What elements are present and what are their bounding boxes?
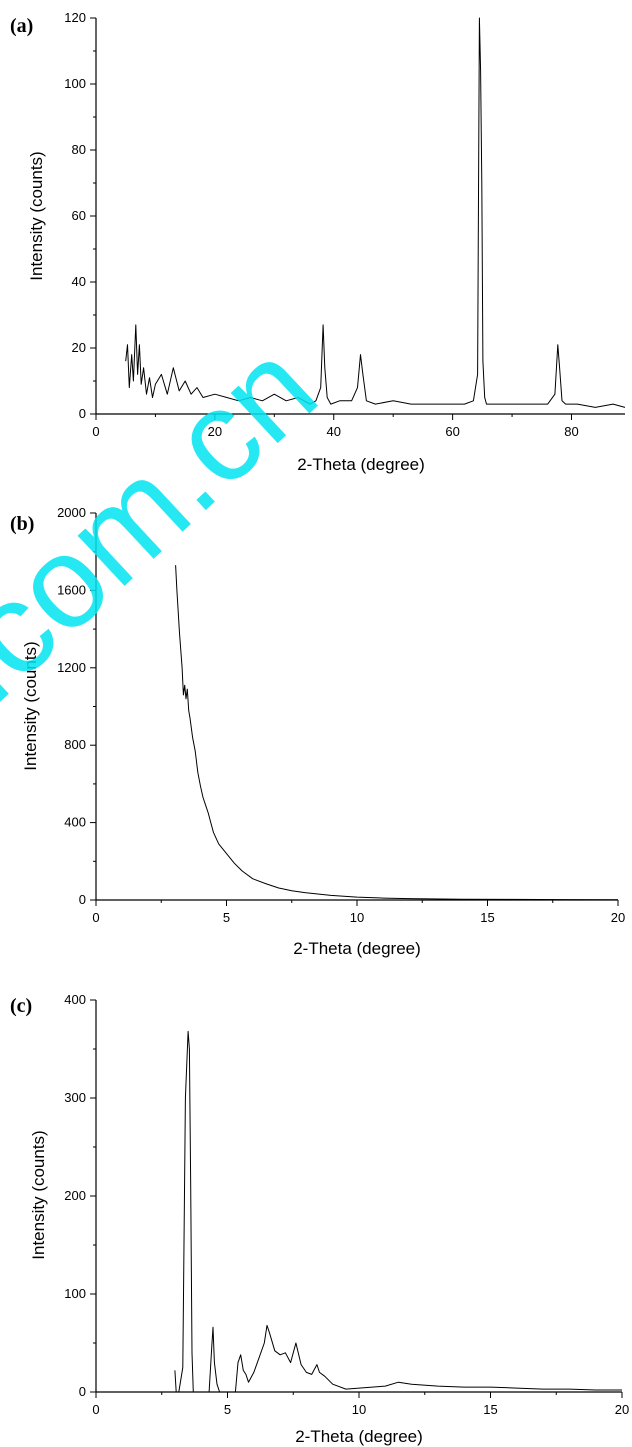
x-tick-label: 60	[445, 424, 459, 439]
x-tick-label: 10	[350, 910, 364, 925]
x-tick-label: 0	[92, 910, 99, 925]
panel-c-series	[174, 1030, 622, 1393]
panel-a: (a) 0 20 40 60 80 0 20 40 60 80 100 120 2-Theta (de…	[10, 10, 626, 474]
panel-b-x-axis-title: 2-Theta (degree)	[293, 939, 421, 958]
x-tick-label: 0	[92, 1402, 99, 1417]
panel-a-x-axis-title: 2-Theta (degree)	[297, 455, 425, 474]
panel-a-ticks: 0 20 40 60 80 0 20 40 60 80 100 120	[64, 10, 578, 439]
x-tick-label: 5	[224, 1402, 231, 1417]
y-tick-label: 800	[64, 737, 86, 752]
watermark: j.com.cn	[0, 314, 343, 754]
panel-label-c: (c)	[10, 995, 32, 1017]
y-tick-label: 100	[64, 1286, 86, 1301]
y-tick-label: 200	[64, 1188, 86, 1203]
panel-b-y-axis-title: Intensity (counts)	[21, 641, 40, 770]
panel-b-series-line	[175, 565, 619, 901]
panel-a-y-axis-title: Intensity (counts)	[27, 151, 46, 280]
x-tick-label: 40	[327, 424, 341, 439]
x-tick-label: 5	[223, 910, 230, 925]
panel-b-ticks: 0 5 10 15 20 0 400 800 1200 1600 2000	[57, 505, 625, 925]
x-tick-label: 10	[352, 1402, 366, 1417]
x-tick-label: 20	[615, 1402, 629, 1417]
panel-b-series	[175, 565, 619, 901]
panel-b: (b) 0 5 10 15 20 0 400 800 1200 1600 2000 2-Theta …	[10, 505, 625, 958]
y-tick-label: 120	[64, 10, 86, 25]
x-tick-label: 20	[611, 910, 625, 925]
x-tick-label: 80	[564, 424, 578, 439]
y-tick-label: 400	[64, 992, 86, 1007]
y-tick-label: 0	[79, 1384, 86, 1399]
y-tick-label: 0	[79, 406, 86, 421]
panel-c-x-axis-title: 2-Theta (degree)	[295, 1427, 423, 1446]
panel-c-series-line	[174, 1030, 622, 1393]
y-tick-label: 300	[64, 1090, 86, 1105]
y-tick-label: 40	[72, 274, 86, 289]
panel-label-a: (a)	[10, 15, 33, 37]
panel-c-y-axis-title: Intensity (counts)	[29, 1130, 48, 1259]
panel-label-b: (b)	[10, 513, 34, 535]
x-tick-label: 15	[480, 910, 494, 925]
panel-a-series-line	[125, 17, 626, 408]
y-tick-label: 80	[72, 142, 86, 157]
panel-a-series	[125, 17, 626, 408]
y-tick-label: 400	[64, 815, 86, 830]
y-tick-label: 0	[79, 892, 86, 907]
y-tick-label: 1200	[57, 660, 86, 675]
x-tick-label: 20	[208, 424, 222, 439]
x-tick-label: 15	[483, 1402, 497, 1417]
y-tick-label: 20	[72, 340, 86, 355]
y-tick-label: 100	[64, 76, 86, 91]
x-tick-label: 0	[92, 424, 99, 439]
y-tick-label: 2000	[57, 505, 86, 520]
y-tick-label: 1600	[57, 582, 86, 597]
y-tick-label: 60	[72, 208, 86, 223]
